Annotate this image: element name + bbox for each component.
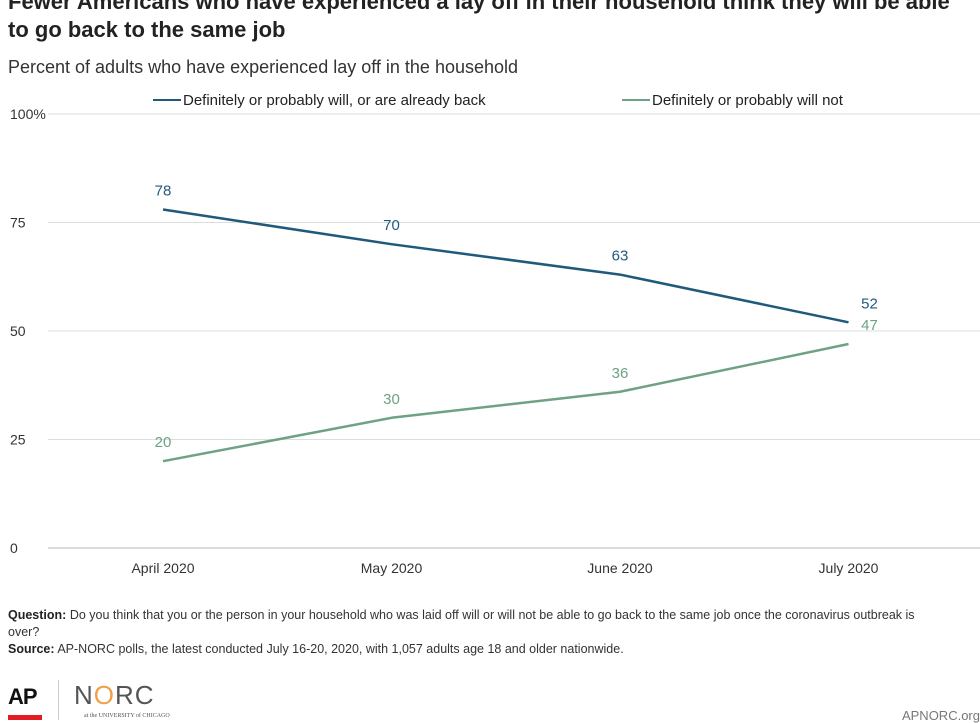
x-axis-ticks: April 2020 May 2020 June 2020 July 2020 [131, 560, 878, 576]
chart-subtitle: Percent of adults who have experienced l… [8, 56, 518, 78]
source-text: AP-NORC polls, the latest conducted July… [57, 642, 623, 656]
question-text: Do you think that you or the person in y… [8, 608, 915, 639]
series-line-0 [163, 209, 849, 322]
x-tick-label-1: May 2020 [361, 560, 423, 576]
y-tick-label-75: 75 [10, 215, 26, 231]
y-tick-label-50: 50 [10, 323, 26, 339]
question-note: Question: Do you think that you or the p… [8, 607, 948, 641]
legend: Definitely or probably will, or are alre… [153, 92, 844, 109]
footnote: Question: Do you think that you or the p… [8, 607, 948, 658]
data-label-1-2: 36 [612, 365, 629, 382]
legend-label-0: Definitely or probably will, or are alre… [183, 92, 486, 109]
x-tick-label-2: June 2020 [587, 560, 653, 576]
y-tick-label-100: 100% [10, 106, 46, 122]
site-link[interactable]: APNORC.org [902, 709, 980, 723]
x-tick-label-3: July 2020 [819, 560, 879, 576]
data-label-1-3: 47 [861, 317, 878, 334]
gridlines [48, 114, 980, 548]
line-chart: 0 25 50 75 100% April 2020 May 2020 June 2020 J… [0, 84, 980, 584]
ap-logo-text: AP [8, 684, 37, 709]
data-label-0-0: 78 [155, 182, 172, 199]
ap-logo: AP [8, 684, 44, 720]
source-label: Source: [8, 642, 55, 656]
norc-logo-o: O [94, 680, 115, 710]
norc-logo: NORC [74, 682, 155, 708]
source-note: Source: AP-NORC polls, the latest conduc… [8, 641, 948, 658]
y-axis-ticks: 0 25 50 75 100% [10, 106, 46, 556]
question-label: Question: [8, 608, 66, 622]
norc-logo-rc: RC [115, 680, 155, 710]
data-label-1-1: 30 [383, 391, 400, 408]
data-label-1-0: 20 [155, 434, 172, 451]
norc-logo-n: N [74, 680, 94, 710]
series-line-1 [163, 344, 849, 461]
y-tick-label-0: 0 [10, 540, 18, 556]
legend-label-1: Definitely or probably will not [652, 92, 844, 109]
data-label-0-2: 63 [612, 248, 629, 265]
chart-title: Fewer Americans who have experienced a l… [8, 0, 968, 44]
y-tick-label-25: 25 [10, 432, 26, 448]
data-label-0-3: 52 [861, 295, 878, 312]
series-lines [163, 209, 849, 461]
logo-divider [58, 680, 59, 720]
data-label-0-1: 70 [383, 217, 400, 234]
ap-logo-bar [8, 715, 42, 720]
norc-logo-subtitle: at the UNIVERSITY of CHICAGO [84, 712, 170, 720]
x-tick-label-0: April 2020 [131, 560, 194, 576]
